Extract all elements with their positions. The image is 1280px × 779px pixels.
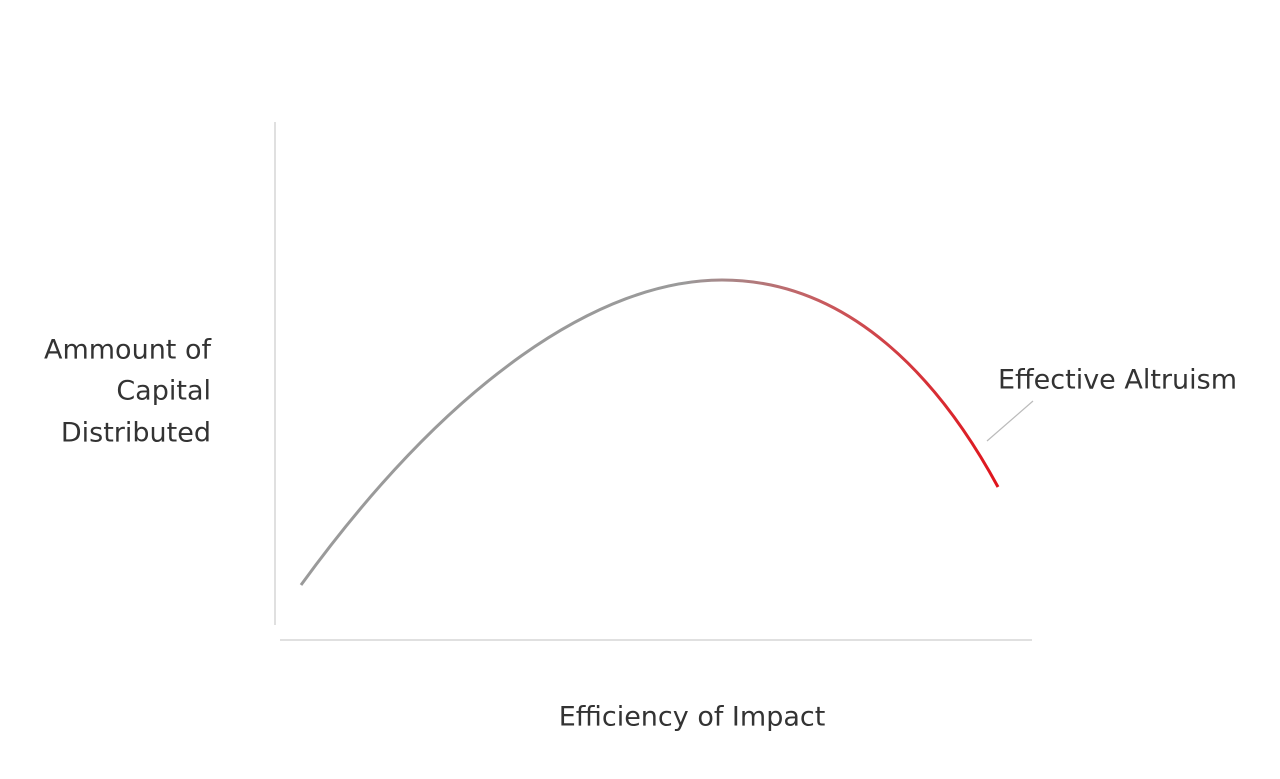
x-axis-label: Efficiency of Impact: [559, 702, 826, 733]
y-axis-label: Capital: [116, 376, 211, 407]
curve: [299, 278, 1000, 586]
leader-line: [986, 400, 1034, 442]
y-axis-label: Ammount of: [44, 335, 213, 366]
y-axis-label: Distributed: [61, 418, 211, 449]
annotation: Effective Altruism: [998, 365, 1237, 396]
